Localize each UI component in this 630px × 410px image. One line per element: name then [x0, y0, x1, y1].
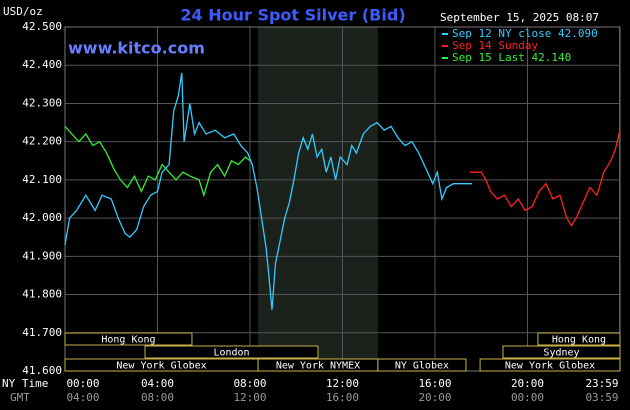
session-label: Hong Kong: [101, 335, 155, 346]
chart-title: 24 Hour Spot Silver (Bid): [180, 6, 405, 25]
x-tick-label: 20:00: [511, 377, 544, 390]
session-label: London: [213, 348, 249, 359]
session-bar: [377, 358, 467, 372]
y-tick-label: 41.800: [22, 288, 62, 301]
plot-area: 42.500 42.400 42.300 42.200 42.100 42.000 41.9…: [22, 20, 621, 404]
x-tick-label-gmt: 20:00: [418, 391, 451, 404]
series-line: [469, 130, 621, 228]
session-label: Sydney: [543, 348, 579, 359]
session-label: New York NYMEX: [276, 361, 360, 372]
session-label: Hong Kong: [552, 335, 606, 346]
y-tick-label: 42.000: [22, 211, 62, 224]
legend-label: Sep 14 Sunday: [452, 39, 538, 52]
y-tick-label: 42.200: [22, 135, 62, 148]
x-tick-label-gmt: 08:00: [141, 391, 174, 404]
y-axis-label: USD/oz: [3, 5, 43, 18]
series-line: [64, 125, 251, 198]
row-label: GMT: [10, 391, 30, 404]
y-tick-label: 41.700: [22, 326, 62, 339]
x-tick-label-gmt: 03:59: [585, 391, 618, 404]
x-tick-label: 16:00: [418, 377, 451, 390]
session-bar: [64, 332, 193, 346]
legend-label: Sep 15 Last 42.140: [452, 51, 571, 64]
row-label: NY Time: [2, 377, 48, 390]
session-label: New York Globex: [116, 361, 206, 372]
x-tick-label-gmt: 00:00: [511, 391, 544, 404]
x-tick-label: 12:00: [326, 377, 359, 390]
x-tick-label-gmt: 12:00: [233, 391, 266, 404]
x-tick-label: 23:59: [585, 377, 618, 390]
y-tick-label: 42.400: [22, 58, 62, 71]
x-tick-label-gmt: 04:00: [66, 391, 99, 404]
y-tick-label: 42.300: [22, 96, 62, 109]
session-bar: [502, 345, 621, 359]
session-bar: [479, 358, 621, 372]
x-tick-label: 04:00: [141, 377, 174, 390]
session-shade: [258, 27, 378, 371]
x-tick-label: 08:00: [233, 377, 266, 390]
legend-label: Sep 12 NY close 42.090: [452, 27, 598, 40]
y-tick-label: 42.100: [22, 173, 62, 186]
timestamp: September 15, 2025 08:07: [440, 11, 599, 24]
site-label: www.kitco.com: [68, 39, 205, 58]
y-tick-label: 41.900: [22, 249, 62, 262]
series-line: [64, 72, 472, 310]
y-tick-label: 42.500: [22, 20, 62, 33]
session-label: New York Globex: [505, 361, 595, 372]
x-tick-label-gmt: 16:00: [326, 391, 359, 404]
session-label: NY Globex: [395, 361, 449, 372]
session-bar: [144, 345, 319, 359]
x-tick-label: 00:00: [66, 377, 99, 390]
session-bar: [537, 332, 621, 346]
y-tick-label: 41.600: [22, 364, 62, 377]
